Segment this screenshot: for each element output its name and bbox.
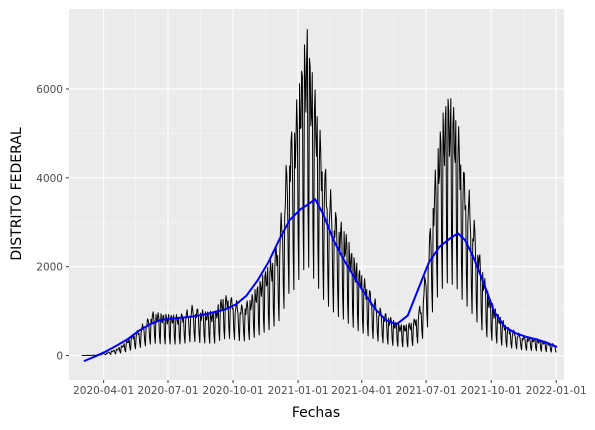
x-tick-label: 2022-01-01 <box>526 385 587 397</box>
y-tick-label: 4000 <box>36 173 63 185</box>
y-axis-title: DISTRITO FEDERAL <box>9 127 25 260</box>
x-tick-label: 2021-01-01 <box>268 385 329 397</box>
x-axis: 2020-04-01 2020-07-01 2020-10-01 2021-01-01… <box>73 380 587 397</box>
x-tick-label: 2020-10-01 <box>203 385 264 397</box>
x-tick-label: 2020-04-01 <box>73 385 134 397</box>
x-tick-label: 2020-07-01 <box>137 385 198 397</box>
trend-series-line <box>83 198 558 362</box>
y-tick-label: 2000 <box>36 262 63 274</box>
y-axis: 0 2000 4000 6000 <box>36 84 69 363</box>
x-tick-label: 2021-04-01 <box>331 385 392 397</box>
daily-series <box>81 29 557 357</box>
x-tick-label: 2021-10-01 <box>461 385 522 397</box>
plot-panel <box>69 9 564 380</box>
trend-series <box>83 198 558 362</box>
daily-series-line <box>81 29 557 357</box>
minor-gridlines <box>69 9 564 380</box>
x-tick-label: 2021-07-01 <box>396 385 457 397</box>
y-tick-label: 6000 <box>36 84 63 96</box>
y-tick-label: 0 <box>56 351 63 363</box>
x-axis-title: Fechas <box>292 405 340 421</box>
